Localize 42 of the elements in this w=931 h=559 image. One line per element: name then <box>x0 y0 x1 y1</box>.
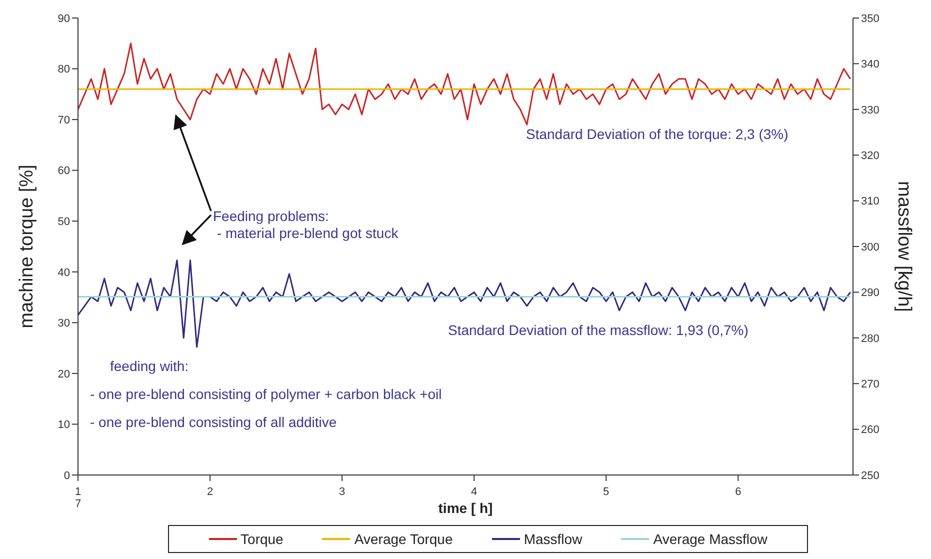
y-tick-label: 40 <box>58 266 70 279</box>
y-tick-label: 50 <box>58 216 70 228</box>
legend-label: Torque <box>240 531 284 547</box>
y2-tick-label: 330 <box>861 104 880 116</box>
y-tick-label: 10 <box>58 419 70 432</box>
x-tick-label: 4 <box>471 486 478 498</box>
y-tick-label: 80 <box>58 64 70 76</box>
y-axis-title: machine torque [%] <box>16 164 38 328</box>
y2-tick-label: 310 <box>861 196 880 208</box>
x-tick-label: 6 <box>735 486 742 498</box>
y2-tick-label: 260 <box>861 424 880 436</box>
y2-tick-label: 250 <box>861 470 880 482</box>
y2-tick-label: 270 <box>861 378 880 391</box>
annotation: feeding with: <box>110 358 189 375</box>
y2-tick-label: 290 <box>861 287 880 300</box>
y-tick-label: 90 <box>58 12 70 25</box>
legend-label: Average Torque <box>354 531 453 547</box>
annotation: Feeding problems: - material pre-blend got stuck <box>213 208 398 242</box>
x-tick-label: 2 <box>206 486 214 498</box>
annotation: - one pre-blend consisting of all additive <box>90 414 337 431</box>
y2-axis-title: massflow [kg/h] <box>893 181 914 312</box>
y-tick-label: 0 <box>64 470 70 482</box>
annotation: - one pre-blend consisting of polymer + carbon black +oil <box>90 386 442 403</box>
y-tick-label: 20 <box>58 368 70 380</box>
y2-tick-label: 350 <box>861 12 880 25</box>
x-tick-label: 5 <box>603 486 610 498</box>
line-series <box>78 259 852 348</box>
y2-tick-label: 300 <box>861 241 880 254</box>
y2-tick-label: 280 <box>861 332 880 345</box>
line-series <box>78 42 852 126</box>
y-tick-label: 70 <box>58 114 70 126</box>
annotation: Standard Deviation of the massflow: 1,93 (0,7%) <box>448 322 748 339</box>
x-axis-title: time [ h] <box>438 500 493 516</box>
y2-tick-label: 340 <box>861 58 880 71</box>
y-tick-label: 60 <box>58 165 70 178</box>
x-tick-label: 3 <box>338 486 346 498</box>
x-tick-label: 1 7 <box>74 486 82 510</box>
y2-tick-label: 320 <box>861 150 880 162</box>
y-tick-label: 30 <box>58 318 70 330</box>
annotation: Standard Deviation of the torque: 2,3 (3%) <box>526 126 788 143</box>
legend-label: Average Massflow <box>653 531 768 547</box>
legend-label: Massflow <box>524 531 582 547</box>
